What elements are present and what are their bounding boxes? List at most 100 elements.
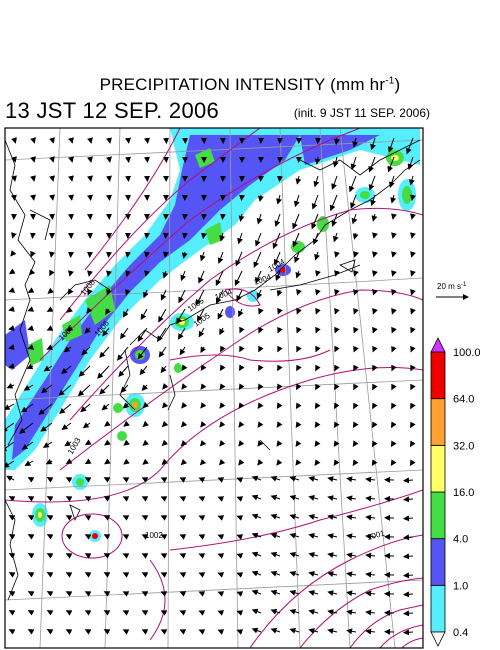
wind-vector <box>238 440 245 447</box>
wind-vector <box>200 346 207 354</box>
wind-vector <box>8 610 16 616</box>
wind-vector <box>65 629 73 635</box>
wind-vector <box>65 553 73 559</box>
wind-vector <box>219 383 226 390</box>
wind-vector <box>251 551 262 558</box>
wind-vector <box>117 346 129 361</box>
wind-vector <box>65 515 73 521</box>
wind-vector <box>65 458 73 464</box>
init-time: (init. 9 JST 11 SEP. 2006) <box>293 106 430 120</box>
wind-vector <box>275 270 281 282</box>
wind-vector <box>296 364 302 372</box>
wind-vector <box>257 459 264 466</box>
wind-vector <box>160 591 168 597</box>
wind-vector <box>407 156 414 170</box>
wind-vector <box>81 346 91 356</box>
wind-vector <box>327 514 338 521</box>
wind-vector <box>122 610 130 616</box>
wind-vector <box>353 345 359 353</box>
wind-vector <box>106 270 112 277</box>
wind-vector <box>410 232 416 239</box>
wind-vector <box>118 365 129 378</box>
wind-vector <box>403 610 414 617</box>
wind-vector <box>277 364 283 372</box>
wind-vector <box>84 477 92 483</box>
wind-vector <box>315 307 321 315</box>
wind-vector <box>409 459 416 467</box>
wind-vector <box>333 440 340 448</box>
wind-vector <box>84 534 92 540</box>
wind-vector <box>346 476 357 483</box>
wind-vector <box>49 213 55 220</box>
wind-vector <box>141 515 149 521</box>
wind-vector <box>144 251 150 258</box>
colorbar-under-triangle <box>430 631 446 647</box>
wind-vector <box>27 477 35 483</box>
wind-vector <box>180 439 188 447</box>
wind-vector <box>236 289 243 302</box>
wind-vector <box>27 306 35 312</box>
wind-vector <box>217 553 225 559</box>
wind-vector <box>201 213 207 220</box>
wind-vector <box>123 439 130 446</box>
wind-vector <box>238 402 245 409</box>
colorbar-bin <box>430 491 446 540</box>
wind-vector <box>99 346 110 359</box>
wind-vector <box>23 384 34 391</box>
wind-vector <box>5 460 15 468</box>
colorbar: 0.4 1.0 4.0 16.0 32.0 64.0 100.0 <box>430 337 481 647</box>
isobars <box>5 128 423 648</box>
wind-vector <box>371 459 378 467</box>
wind-vector <box>122 477 130 483</box>
wind-vector <box>308 628 319 634</box>
wind-vector <box>49 194 55 201</box>
wind-vector <box>332 232 339 243</box>
wind-vector <box>239 345 245 353</box>
wind-vector <box>103 534 111 540</box>
wind-vector <box>276 421 283 428</box>
wind-vector <box>63 346 72 353</box>
wind-vector <box>30 250 36 258</box>
wind-vector <box>220 213 226 220</box>
wind-vector <box>292 213 300 230</box>
wind-vector <box>216 289 224 304</box>
wind-vector <box>403 515 414 522</box>
wind-vector <box>84 327 91 334</box>
wind-vector <box>67 288 74 296</box>
wind-vector <box>84 572 92 578</box>
wind-vector <box>295 383 302 391</box>
wind-vector <box>390 194 397 204</box>
wind-vector <box>43 365 53 372</box>
wind-vector <box>157 327 167 342</box>
wind-vector <box>235 251 243 267</box>
colorbar-bin <box>430 351 446 400</box>
wind-vector <box>256 213 263 225</box>
wind-vector <box>103 572 111 578</box>
wind-vector <box>163 251 169 258</box>
wind-vector <box>390 421 397 429</box>
wind-vector <box>258 364 264 372</box>
wind-vector <box>236 496 244 502</box>
wind-vector <box>238 308 244 318</box>
wind-vector <box>142 401 150 409</box>
wind-vector <box>333 402 340 410</box>
colorbar-bin <box>430 538 446 586</box>
wind-vector <box>49 156 55 163</box>
wind-vector <box>61 422 72 430</box>
wind-vector <box>390 440 397 448</box>
wind-vector <box>219 421 226 428</box>
wind-vector <box>410 270 416 277</box>
wind-vector <box>45 458 53 465</box>
wind-vector <box>46 344 54 350</box>
wind-vector <box>410 345 416 353</box>
wind-vector <box>217 496 225 502</box>
wind-vector <box>277 345 283 353</box>
wind-vector <box>160 477 168 483</box>
wind-vector <box>198 327 205 338</box>
wind-vector <box>403 591 414 598</box>
isobar-label: 1002 <box>145 531 163 540</box>
wind-vector <box>365 533 376 540</box>
wind-vector <box>160 289 167 301</box>
wind-vector <box>308 533 319 539</box>
wind-vector <box>217 534 225 540</box>
